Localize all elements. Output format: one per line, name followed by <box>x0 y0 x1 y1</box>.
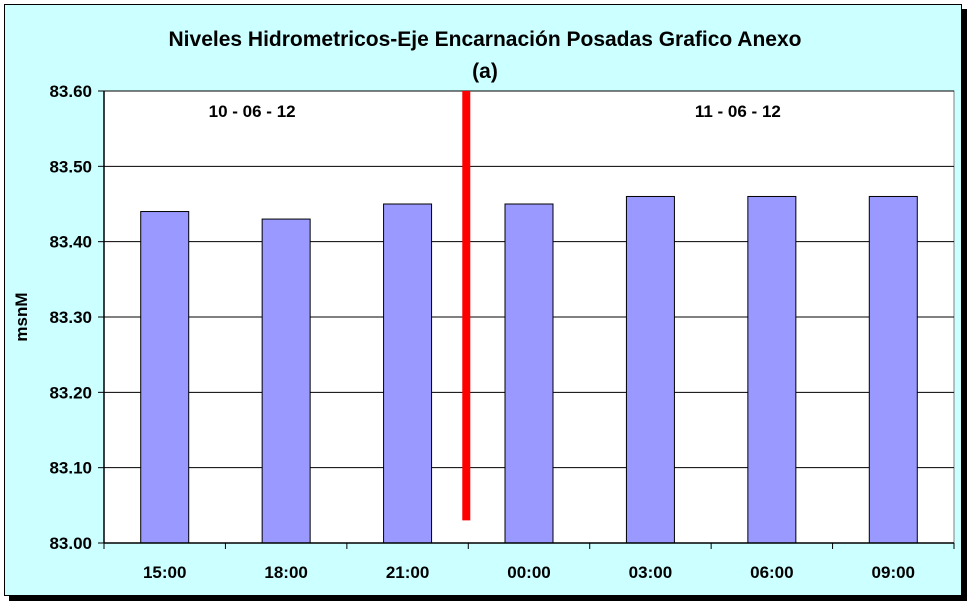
date-annotation: 11 - 06 - 12 <box>695 102 781 121</box>
x-tick-label: 21:00 <box>386 563 429 582</box>
date-annotation: 10 - 06 - 12 <box>209 102 296 121</box>
bar <box>383 203 433 544</box>
y-tick-label: 83.30 <box>49 308 92 327</box>
chart-subtitle: (a) <box>472 60 498 83</box>
bar <box>747 195 797 544</box>
tick-labels: 83.00 83.10 83.20 83.30 83.40 83.50 83.60 15:00… <box>49 82 915 582</box>
y-axis-label: msnM <box>12 292 31 341</box>
annotations: 10 - 06 - 12 11 - 06 - 12 <box>209 102 781 121</box>
y-tick-label: 83.10 <box>49 459 92 478</box>
bars <box>140 195 918 544</box>
bar <box>625 195 675 544</box>
chart-title: Niveles Hidrometricos-Eje Encarnación Po… <box>168 28 802 51</box>
x-tick-label: 00:00 <box>507 563 550 582</box>
bar <box>261 218 311 544</box>
x-tick-label: 06:00 <box>750 563 793 582</box>
bar <box>504 203 554 544</box>
axes <box>103 91 955 549</box>
bar <box>868 195 918 544</box>
y-tick-label: 83.20 <box>49 383 92 402</box>
y-tick-label: 83.60 <box>49 82 92 101</box>
bar <box>140 211 190 544</box>
y-tick-label: 83.40 <box>49 233 92 252</box>
x-tick-label: 18:00 <box>264 563 307 582</box>
y-tick-label: 83.50 <box>49 157 92 176</box>
x-tick-label: 03:00 <box>629 563 672 582</box>
x-tick-label: 09:00 <box>872 563 915 582</box>
x-tick-label: 15:00 <box>143 563 186 582</box>
y-tick-label: 83.00 <box>49 534 92 553</box>
